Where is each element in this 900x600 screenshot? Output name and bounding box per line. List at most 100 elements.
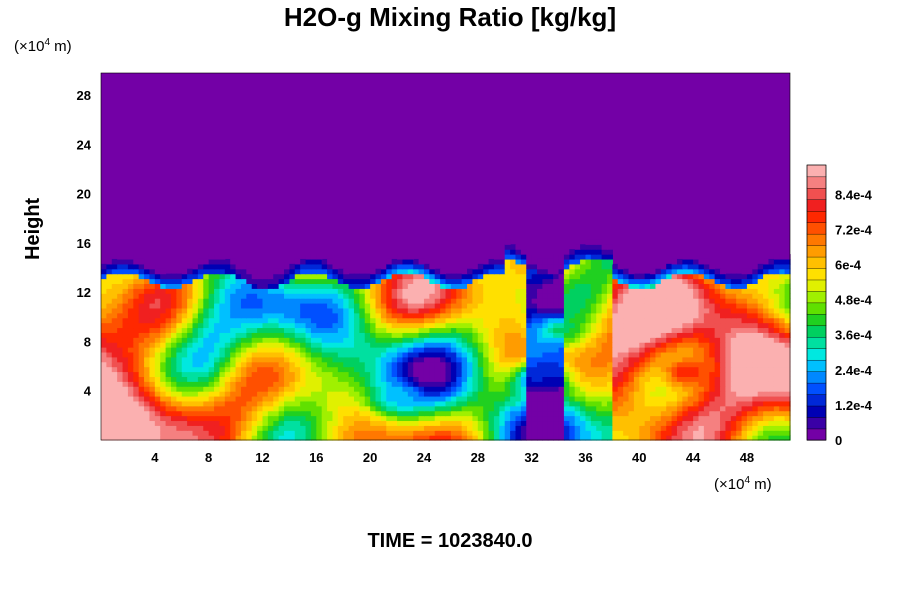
heatmap-cell	[768, 347, 775, 353]
heatmap-cell	[423, 435, 430, 441]
heatmap-cell	[612, 425, 619, 431]
heatmap-cell	[402, 263, 409, 270]
heatmap-cell	[639, 391, 646, 397]
heatmap-cell	[563, 312, 570, 319]
heatmap-cell	[709, 283, 716, 289]
heatmap-cell	[122, 376, 129, 382]
heatmap-cell	[725, 395, 732, 402]
heatmap-cell	[483, 317, 490, 324]
heatmap-cell	[537, 430, 543, 436]
heatmap-cell	[203, 317, 210, 324]
heatmap-cell	[515, 288, 522, 294]
heatmap-cell	[547, 430, 554, 436]
time-label: TIME = 1023840.0	[367, 530, 533, 552]
heatmap-cell	[569, 278, 576, 285]
heatmap-cell	[310, 302, 317, 309]
heatmap-cell	[553, 278, 560, 285]
heatmap-cell	[235, 400, 242, 407]
heatmap-cell	[660, 288, 667, 294]
heatmap-cell	[240, 356, 247, 363]
heatmap-cell	[693, 391, 700, 397]
heatmap-cell	[623, 342, 630, 348]
heatmap-cell	[515, 283, 522, 289]
heatmap-cell	[170, 420, 177, 426]
heatmap-cell	[391, 327, 398, 333]
heatmap-cell	[693, 410, 700, 417]
heatmap-cell	[429, 298, 436, 304]
heatmap-cell	[612, 435, 619, 441]
heatmap-cell	[294, 410, 301, 417]
heatmap-cell	[332, 415, 339, 422]
heatmap-cell	[456, 376, 463, 382]
heatmap-cell	[160, 347, 167, 353]
heatmap-cell	[407, 415, 414, 422]
heatmap-cell	[364, 278, 371, 285]
heatmap-cell	[553, 263, 560, 270]
heatmap-cell	[709, 410, 716, 417]
heatmap-cell	[418, 351, 425, 358]
heatmap-cell	[101, 347, 107, 353]
heatmap-cell	[499, 381, 506, 387]
heatmap-cell	[402, 361, 409, 368]
heatmap-cell	[779, 307, 786, 314]
heatmap-cell	[187, 400, 194, 407]
heatmap-cell	[359, 278, 366, 285]
heatmap-cell	[676, 337, 683, 343]
heatmap-cell	[472, 376, 479, 382]
heatmap-cell	[257, 337, 264, 343]
heatmap-cell	[606, 391, 613, 397]
heatmap-cell	[477, 312, 484, 319]
heatmap-cell	[101, 356, 107, 363]
heatmap-cell	[397, 254, 404, 260]
heatmap-cell	[698, 430, 705, 436]
heatmap-cell	[289, 425, 296, 431]
heatmap-cell	[531, 361, 538, 368]
heatmap-cell	[192, 356, 199, 363]
heatmap-cell	[542, 263, 549, 270]
heatmap-cell	[628, 420, 635, 426]
heatmap-cell	[601, 322, 608, 329]
heatmap-cell	[262, 351, 269, 358]
heatmap-cell	[666, 347, 673, 353]
heatmap-cell	[359, 302, 366, 309]
heatmap-cell	[757, 307, 764, 314]
heatmap-cell	[488, 395, 495, 402]
heatmap-cell	[639, 337, 646, 343]
heatmap-cell	[117, 420, 124, 426]
heatmap-cell	[472, 395, 479, 402]
heatmap-cell	[289, 322, 296, 329]
heatmap-cell	[138, 312, 145, 319]
heatmap-cell	[542, 376, 549, 382]
heatmap-cell	[353, 425, 360, 431]
heatmap-cell	[687, 317, 694, 324]
heatmap-cell	[262, 366, 269, 373]
heatmap-cell	[650, 307, 657, 314]
heatmap-cell	[644, 371, 651, 377]
heatmap-cell	[606, 342, 613, 348]
colorbar-swatch	[806, 393, 827, 407]
heatmap-cell	[197, 322, 204, 329]
heatmap-cell	[741, 283, 748, 289]
heatmap-cell	[386, 376, 393, 382]
heatmap-cell	[666, 268, 673, 275]
heatmap-cell	[284, 302, 290, 309]
heatmap-cell	[251, 273, 258, 280]
heatmap-cell	[483, 400, 490, 407]
heatmap-cell	[445, 366, 452, 373]
heatmap-cell	[257, 342, 264, 348]
heatmap-cell	[364, 381, 371, 387]
heatmap-cell	[224, 415, 231, 422]
heatmap-cell	[779, 312, 786, 319]
heatmap-cell	[499, 405, 506, 412]
heatmap-cell	[337, 391, 344, 397]
heatmap-cell	[316, 405, 323, 412]
heatmap-cell	[348, 351, 355, 358]
heatmap-cell	[585, 381, 592, 387]
colorbar-swatch	[806, 187, 827, 200]
heatmap-cell	[407, 410, 414, 417]
heatmap-cell	[746, 420, 753, 426]
heatmap-cell	[736, 302, 743, 309]
heatmap-cell	[693, 395, 700, 402]
heatmap-cell	[709, 322, 716, 329]
heatmap-cell	[445, 386, 452, 392]
